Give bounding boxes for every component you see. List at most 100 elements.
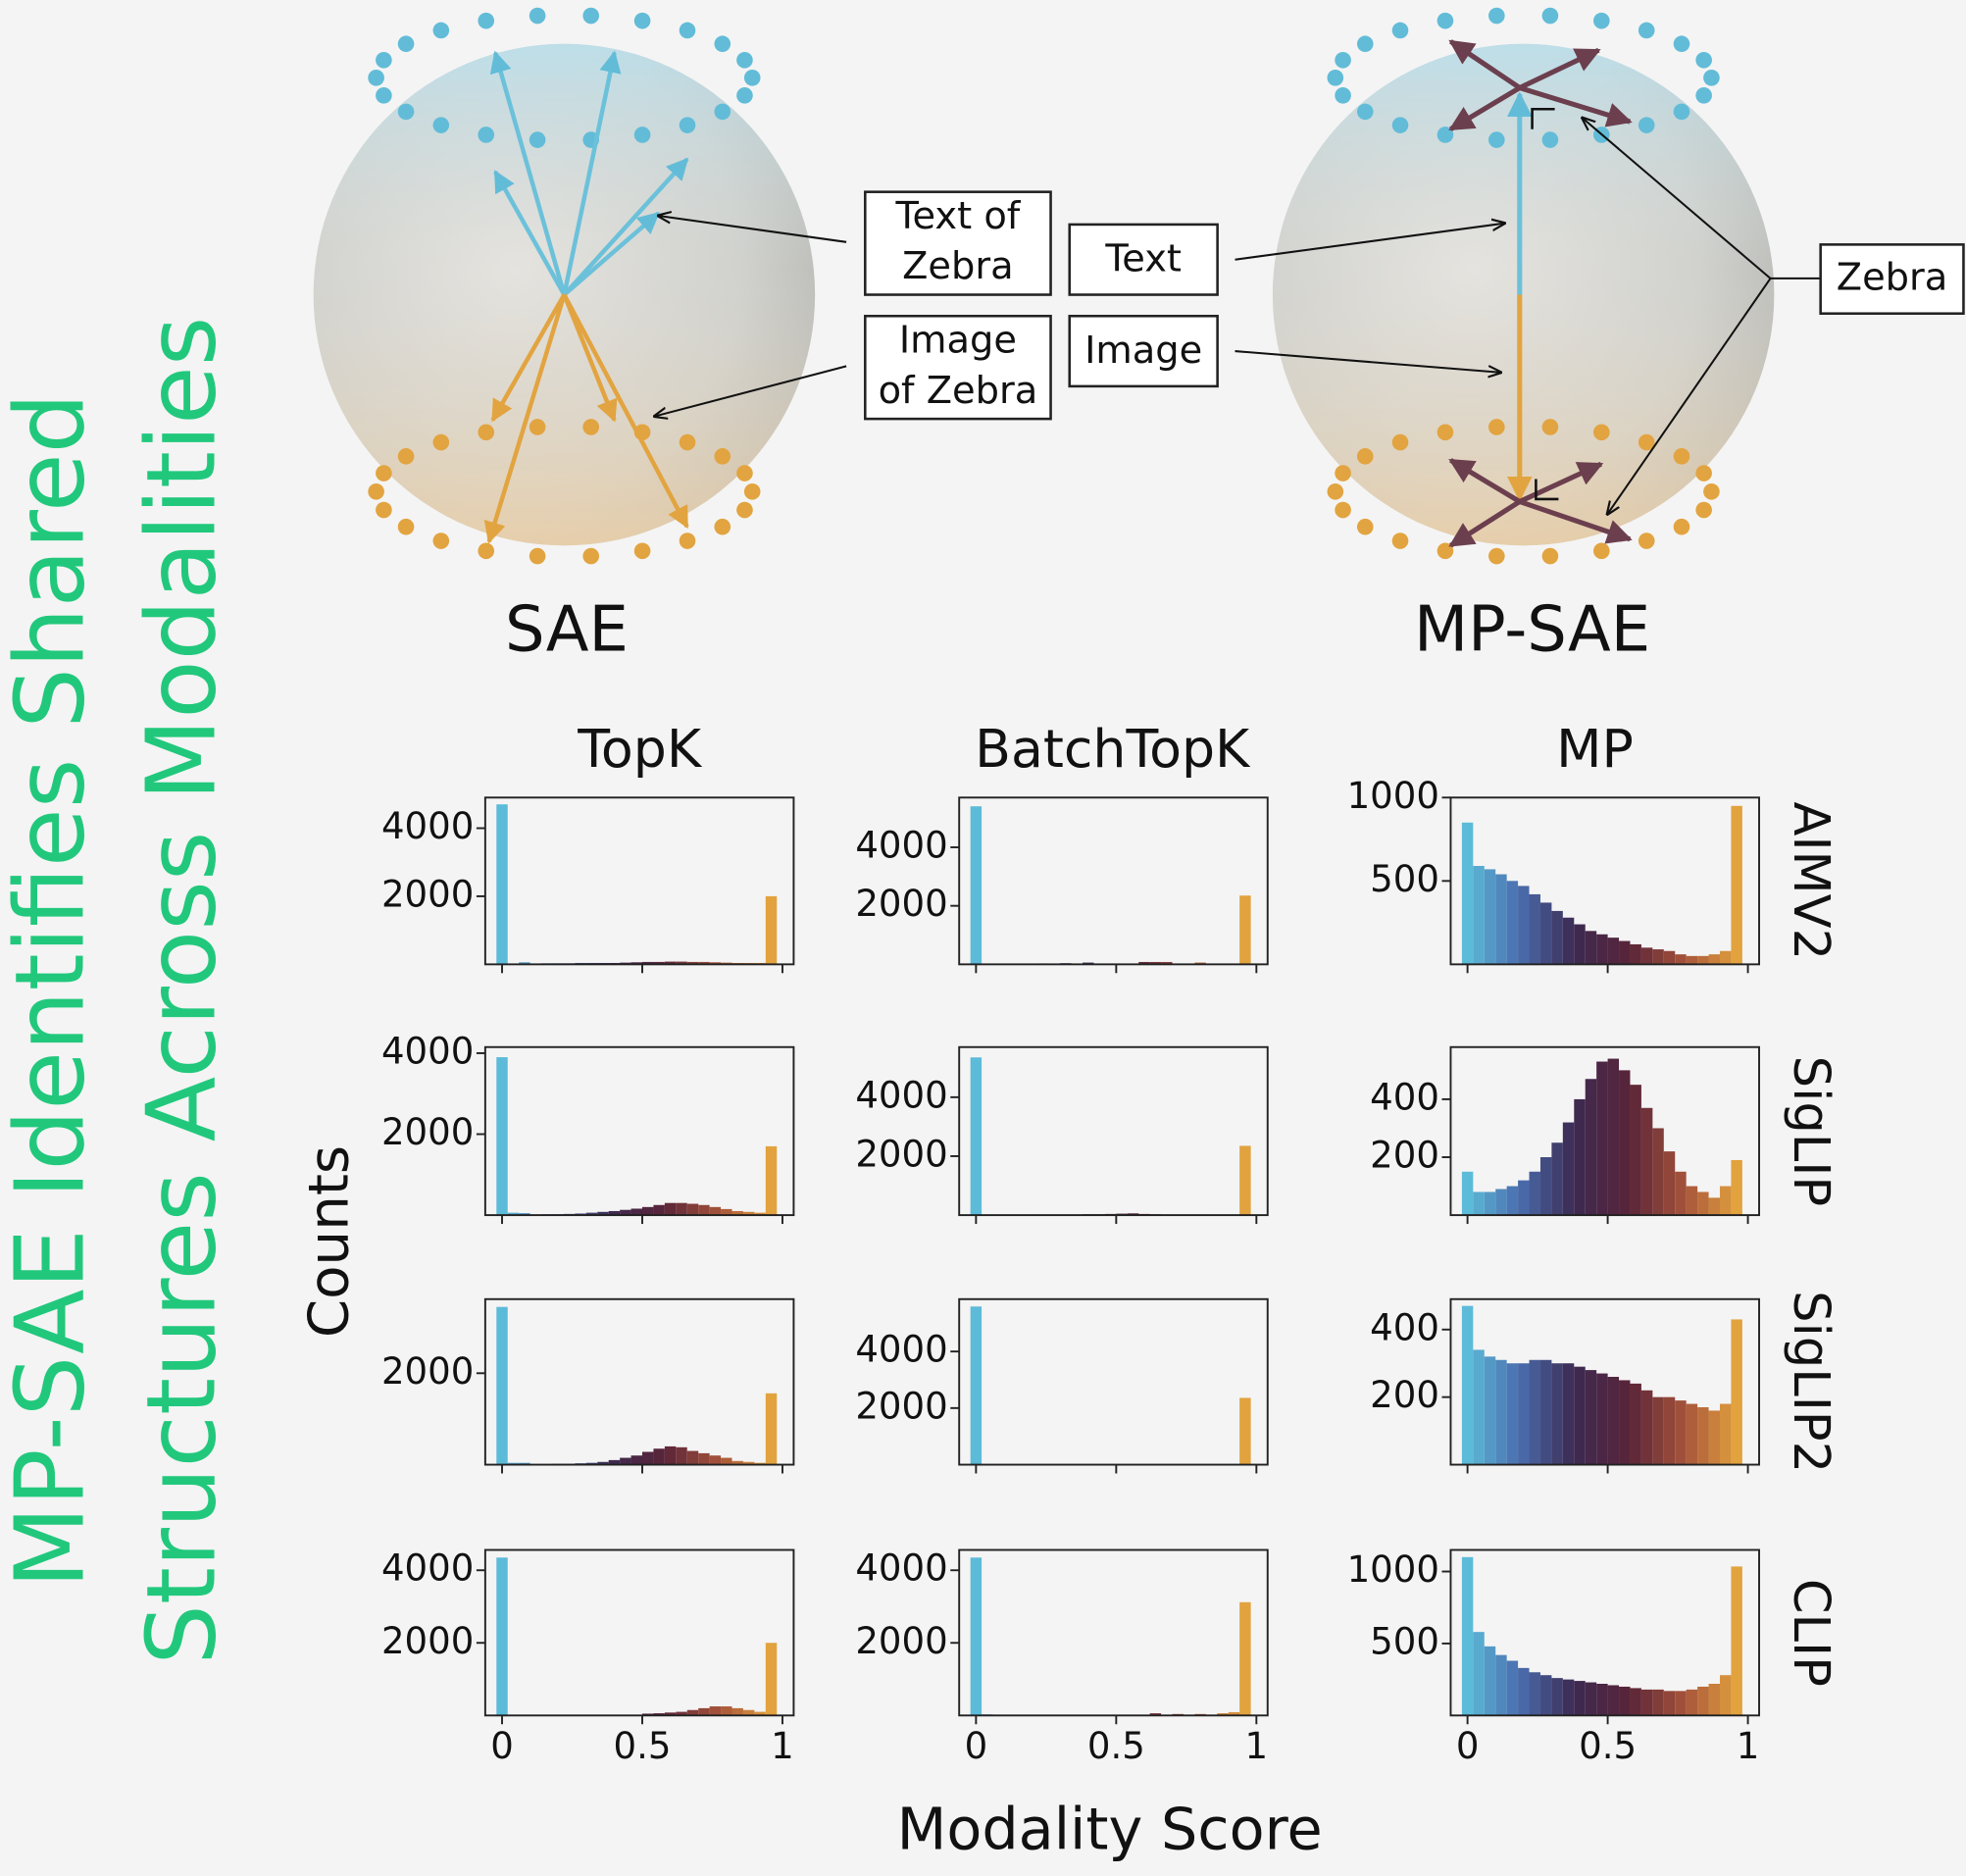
bar	[620, 1458, 630, 1465]
y-tick-label: 2000	[381, 1111, 474, 1153]
bar	[1664, 1151, 1675, 1215]
dot	[582, 548, 599, 565]
dot	[1703, 483, 1720, 500]
box-text: Zebra	[1837, 256, 1948, 300]
x-axis-label: Modality Score	[897, 1796, 1323, 1863]
dot	[1695, 52, 1712, 69]
bar	[1485, 869, 1495, 964]
bar	[496, 804, 507, 964]
bar	[1720, 1404, 1731, 1465]
bar	[1495, 1360, 1506, 1465]
dot	[714, 35, 731, 52]
dot	[714, 448, 731, 465]
dot	[582, 419, 599, 435]
dot	[376, 52, 392, 69]
plot-frame	[959, 797, 1268, 964]
y-tick-label: 400	[1370, 1076, 1439, 1118]
dot	[1488, 131, 1505, 148]
row-label: CLIP	[1782, 1579, 1840, 1687]
bar	[653, 1205, 664, 1215]
bar	[1507, 1661, 1518, 1716]
dot	[1335, 465, 1351, 482]
bar	[1473, 1632, 1484, 1715]
dot	[1437, 424, 1454, 440]
bar	[1641, 1690, 1652, 1715]
bar	[1675, 954, 1686, 964]
dot	[432, 532, 449, 549]
x-tick-label: 0.5	[614, 1725, 672, 1767]
dot	[1392, 23, 1409, 39]
dot	[736, 502, 753, 519]
bar	[1687, 1690, 1697, 1715]
dot	[680, 434, 696, 451]
bar	[1239, 1602, 1250, 1715]
bar	[698, 1708, 709, 1715]
dot	[529, 131, 546, 148]
bar	[1697, 1192, 1708, 1215]
bar	[1619, 941, 1630, 965]
bar	[1495, 1190, 1506, 1216]
x-tick-label: 0.5	[1579, 1725, 1637, 1767]
bar	[698, 1205, 709, 1215]
bar	[1574, 1367, 1585, 1465]
bar	[971, 1557, 982, 1715]
bar	[1239, 1145, 1250, 1215]
bar	[1675, 1691, 1686, 1715]
bar	[1697, 1407, 1708, 1465]
dot	[634, 13, 651, 29]
bar	[1652, 1690, 1663, 1715]
bar	[1586, 1370, 1596, 1464]
y-tick-label: 1000	[1347, 775, 1439, 817]
bar	[710, 1706, 721, 1715]
bar	[1507, 1363, 1518, 1464]
dot	[398, 35, 415, 52]
bar	[1619, 1070, 1630, 1215]
dot	[1488, 8, 1505, 25]
dot	[376, 87, 392, 104]
dot	[1542, 548, 1559, 565]
dot	[634, 127, 651, 143]
bar	[1720, 1675, 1731, 1715]
dot	[368, 70, 384, 86]
dot	[736, 52, 753, 69]
y-tick-label: 4000	[855, 825, 947, 867]
bar	[971, 1057, 982, 1215]
bar	[1709, 1684, 1720, 1715]
y-tick-label: 500	[1370, 1620, 1439, 1662]
bar	[1652, 1397, 1663, 1465]
dot	[1357, 519, 1374, 535]
bar	[1239, 895, 1250, 964]
dot	[744, 70, 761, 86]
dot	[529, 548, 546, 565]
plot-frame	[485, 1550, 794, 1716]
dot	[432, 23, 449, 39]
bar	[971, 1306, 982, 1464]
dot	[1695, 465, 1712, 482]
bar	[721, 1706, 731, 1715]
dot	[1593, 13, 1610, 29]
bar	[1641, 1391, 1652, 1465]
bar	[1551, 1678, 1562, 1715]
dot	[529, 8, 546, 25]
dot	[478, 542, 494, 559]
bar	[1731, 1566, 1741, 1715]
plot-frame	[485, 1047, 794, 1215]
bar	[1239, 1397, 1250, 1464]
bar	[1709, 1410, 1720, 1464]
box-text: Image	[899, 319, 1017, 363]
bar	[1675, 1400, 1686, 1464]
bar	[1697, 956, 1708, 965]
y-tick-label: 2000	[381, 873, 474, 915]
bar	[1596, 1374, 1607, 1465]
bar	[1697, 1687, 1708, 1715]
bar	[1530, 1360, 1540, 1465]
title-line: MP-SAE Identifies Shared	[0, 393, 105, 1589]
dot	[1703, 70, 1720, 86]
bar	[766, 1643, 777, 1715]
dot	[736, 465, 753, 482]
box-text: Zebra	[902, 244, 1014, 288]
bar	[1530, 894, 1540, 964]
bar	[1563, 1123, 1574, 1216]
bar	[1731, 806, 1741, 965]
bar	[1608, 1059, 1619, 1216]
